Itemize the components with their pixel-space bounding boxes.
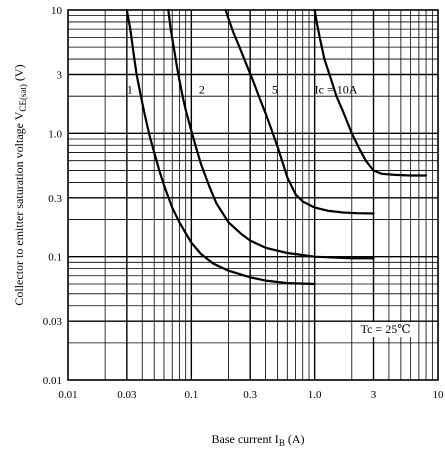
y-tick-label: 10 [51, 5, 63, 17]
y-tick-label: 0.03 [43, 316, 63, 328]
curve-label-3: 5 [272, 83, 278, 97]
x-axis-title-sub: B [279, 438, 285, 448]
tick-labels: 0.01 0.03 0.1 0.3 1.0 3 10 0.01 0.03 0.1 0.3 1.0 3 10 [43, 5, 444, 401]
series-line-3 [224, 8, 375, 215]
series-line-1 [125, 8, 316, 286]
curve-label-1: 1 [127, 83, 133, 97]
x-tick-label: 0.1 [184, 389, 198, 401]
y-tick-label: 0.01 [43, 375, 62, 387]
curve-label-2: 2 [199, 83, 205, 97]
series-line-2 [167, 8, 375, 260]
x-tick-label: 10 [433, 389, 445, 401]
x-axis-title: Base current IB (A) [212, 432, 305, 448]
x-tick-label: 0.03 [117, 389, 137, 401]
y-tick-label: 1.0 [48, 128, 62, 140]
x-tick-label: 3 [371, 389, 377, 401]
x-tick-label: 1.0 [308, 389, 322, 401]
plot-frame [67, 9, 439, 381]
x-tick-label: 0.01 [58, 389, 77, 401]
curve-label-4: Ic = 10A [315, 83, 358, 97]
series-lines [125, 8, 428, 286]
curve-labels: 1 2 5 Ic = 10A Tc = 25℃ [127, 83, 415, 338]
y-tick-label: 0.1 [48, 252, 62, 264]
annotation-temperature: Tc = 25℃ [361, 322, 411, 336]
annotation-bg [360, 322, 415, 338]
y-tick-label: 3 [57, 69, 63, 81]
y-tick-label: 0.3 [48, 193, 62, 205]
y-axis-title: Collector to emitter saturation voltage … [12, 64, 28, 305]
y-axis-title-sub: CE(sat) [18, 84, 28, 112]
x-tick-label: 0.3 [243, 389, 257, 401]
series-line-4 [313, 8, 428, 177]
